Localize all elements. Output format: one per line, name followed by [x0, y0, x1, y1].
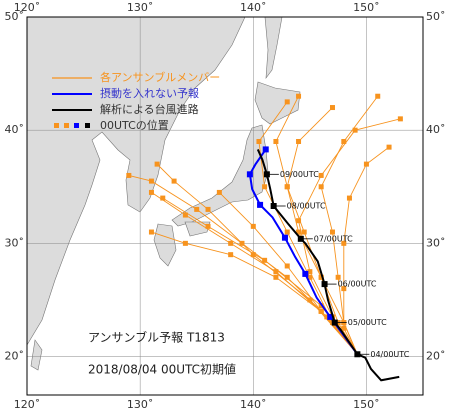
position-marker	[239, 240, 245, 246]
legend-label: 解析による台風進路	[100, 102, 199, 116]
position-marker	[307, 274, 313, 280]
position-marker	[273, 274, 279, 280]
position-marker	[250, 223, 256, 229]
position-marker	[148, 229, 154, 235]
position-marker	[352, 127, 358, 133]
annotation: 2018/08/04 00UTC初期値	[88, 362, 236, 377]
position-marker	[246, 171, 253, 178]
y-tick-label: 20˚	[426, 350, 446, 363]
position-marker	[341, 286, 347, 292]
position-marker	[301, 229, 307, 235]
position-marker	[273, 138, 279, 144]
position-marker	[329, 105, 335, 111]
y-tick-label: 30˚	[426, 236, 446, 249]
position-marker	[281, 234, 288, 241]
position-marker	[160, 195, 166, 201]
x-tick-label: 120˚	[14, 1, 41, 14]
position-marker	[329, 229, 335, 235]
legend-marker	[74, 123, 79, 128]
position-marker	[397, 116, 403, 122]
position-marker	[386, 144, 392, 150]
legend-marker	[85, 123, 90, 128]
position-marker	[284, 184, 290, 190]
position-marker	[126, 172, 132, 178]
position-label: 09/00UTC	[280, 170, 319, 179]
position-marker	[341, 138, 347, 144]
annotation: アンサンブル予報 T1813	[88, 330, 225, 345]
position-marker	[327, 313, 334, 320]
x-tick-label: 150˚	[353, 1, 380, 14]
position-marker	[256, 138, 262, 144]
position-label: 06/00UTC	[338, 280, 377, 289]
position-marker	[205, 206, 211, 212]
position-marker	[341, 240, 347, 246]
position-marker	[296, 218, 302, 224]
position-label: 07/00UTC	[314, 234, 353, 243]
x-tick-label: 130˚	[127, 1, 154, 14]
y-tick-label: 40˚	[426, 123, 446, 136]
y-tick-label: 40˚	[5, 123, 25, 136]
position-marker	[228, 240, 234, 246]
position-marker	[148, 189, 154, 195]
position-label: 08/00UTC	[287, 202, 326, 211]
position-marker	[171, 178, 177, 184]
position-marker	[228, 252, 234, 258]
frame	[26, 16, 424, 396]
position-marker	[194, 206, 200, 212]
position-marker	[302, 270, 309, 277]
position-marker	[335, 274, 341, 280]
position-marker	[324, 314, 330, 320]
position-marker	[216, 189, 222, 195]
y-tick-label: 20˚	[5, 350, 25, 363]
position-marker	[284, 99, 290, 105]
position-marker	[284, 263, 290, 269]
position-marker	[262, 184, 268, 190]
position-marker	[182, 240, 188, 246]
x-tick-label: 150˚	[353, 398, 380, 411]
position-marker	[182, 212, 188, 218]
position-marker	[296, 93, 302, 99]
position-marker	[363, 161, 369, 167]
position-marker	[250, 252, 256, 258]
position-marker	[148, 178, 154, 184]
position-marker	[257, 201, 264, 208]
position-label: 04/00UTC	[370, 350, 409, 359]
position-marker	[375, 93, 381, 99]
track	[151, 231, 358, 355]
position-marker	[284, 229, 290, 235]
legend-label: 各アンサンブルメンバー	[100, 70, 220, 84]
position-marker	[296, 229, 302, 235]
legend: 各アンサンブルメンバー 摂動を入れない予報 解析による台風進路 00UTCの位置	[52, 70, 220, 132]
legend-marker	[54, 123, 59, 128]
position-label: 05/00UTC	[348, 318, 387, 327]
position-marker	[318, 308, 324, 314]
legend-label: 摂動を入れない予報	[100, 86, 199, 100]
legend-label: 00UTCの位置	[100, 118, 169, 132]
x-tick-label: 140˚	[240, 398, 267, 411]
position-marker	[341, 325, 347, 331]
position-marker	[262, 146, 269, 153]
y-tick-label: 50˚	[5, 10, 25, 23]
y-tick-label: 30˚	[5, 236, 25, 249]
position-marker	[307, 269, 313, 275]
tracks: 04/00UTC 05/00UTC 06/00UTC 07/00UTC 08/00UTC…	[126, 93, 410, 382]
position-marker	[296, 138, 302, 144]
x-tick-label: 130˚	[127, 398, 154, 411]
position-marker	[205, 223, 211, 229]
x-tick-label: 140˚	[240, 1, 267, 14]
position-marker	[284, 274, 290, 280]
position-marker	[154, 161, 160, 167]
position-marker	[318, 172, 324, 178]
y-tick-label: 50˚	[426, 10, 446, 23]
position-marker	[273, 269, 279, 275]
position-marker	[318, 184, 324, 190]
legend-marker	[64, 123, 69, 128]
x-tick-label: 120˚	[14, 398, 41, 411]
track	[256, 149, 400, 382]
position-marker	[346, 195, 352, 201]
position-marker	[318, 274, 324, 280]
